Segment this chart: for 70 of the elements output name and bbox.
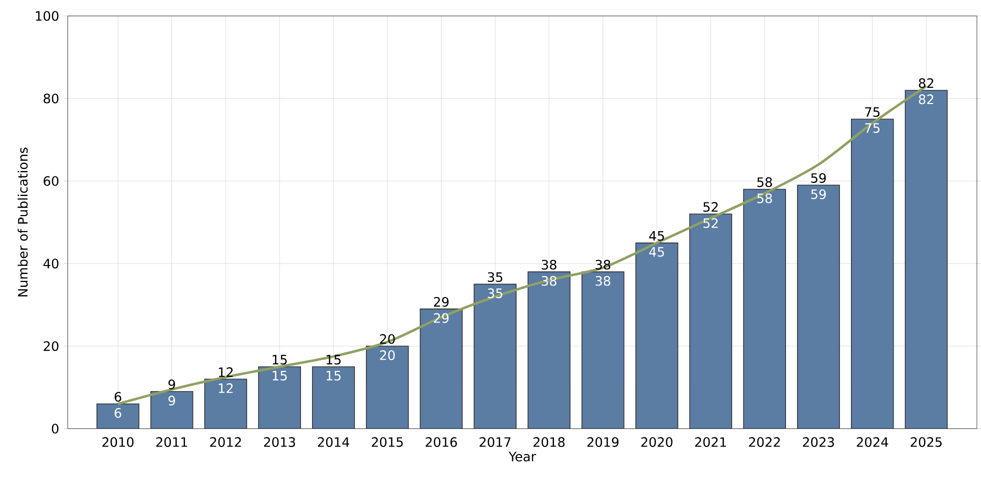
annotation: 82 bbox=[918, 94, 934, 104]
y-tick-label: 20 bbox=[44, 340, 58, 351]
annotation: 9 bbox=[168, 395, 176, 406]
x-tick-label: 2024 bbox=[856, 436, 888, 447]
y-tick-label: 60 bbox=[44, 176, 58, 186]
data-label: 15 bbox=[326, 354, 341, 364]
bar bbox=[636, 242, 678, 428]
bar bbox=[96, 404, 139, 428]
bar bbox=[150, 391, 193, 428]
x-tick-label: 2012 bbox=[210, 436, 241, 447]
data-label: 52 bbox=[703, 202, 718, 212]
y-axis-title: Number of Publications bbox=[18, 147, 28, 296]
bar bbox=[258, 366, 301, 428]
data-label: 75 bbox=[865, 107, 880, 117]
annotation: 38 bbox=[596, 276, 610, 286]
annotation: 15 bbox=[326, 370, 341, 380]
annotation: 6 bbox=[114, 408, 122, 418]
annotation: 45 bbox=[649, 246, 664, 257]
annotation: 59 bbox=[811, 189, 826, 199]
annotation: 29 bbox=[434, 312, 449, 323]
x-axis-title: Year bbox=[508, 452, 536, 462]
bar bbox=[851, 118, 894, 428]
annotation: 35 bbox=[488, 288, 502, 298]
data-label: 6 bbox=[114, 392, 122, 402]
x-tick-label: 2013 bbox=[264, 436, 296, 447]
annotation: 20 bbox=[380, 350, 395, 360]
bar bbox=[582, 272, 624, 428]
annotation: 38 bbox=[542, 276, 556, 286]
y-tick-label: 100 bbox=[36, 10, 58, 21]
x-tick-label: 2016 bbox=[426, 436, 457, 447]
annotation: 52 bbox=[703, 218, 718, 228]
data-label: 9 bbox=[168, 379, 176, 390]
x-tick-label: 2023 bbox=[802, 436, 834, 447]
bar bbox=[904, 90, 948, 428]
data-label: 38 bbox=[542, 260, 556, 270]
x-tick-label: 2018 bbox=[533, 436, 565, 447]
data-label: 45 bbox=[649, 230, 664, 241]
y-tick-label: 0 bbox=[52, 424, 58, 434]
x-tick-label: 2022 bbox=[749, 436, 780, 447]
annotation: 58 bbox=[757, 193, 772, 204]
bar bbox=[744, 189, 786, 428]
bar bbox=[528, 272, 570, 428]
x-tick-label: 2011 bbox=[156, 436, 188, 447]
data-label: 59 bbox=[811, 172, 826, 183]
y-tick-label: 80 bbox=[44, 93, 58, 104]
bar bbox=[420, 308, 462, 428]
annotation: 12 bbox=[218, 383, 233, 393]
bar bbox=[474, 284, 516, 428]
bar bbox=[312, 366, 354, 428]
data-label: 82 bbox=[918, 78, 934, 88]
bar bbox=[204, 378, 247, 428]
annotation: 15 bbox=[272, 370, 287, 380]
x-tick-label: 2017 bbox=[480, 436, 511, 447]
data-label: 29 bbox=[434, 296, 449, 307]
x-tick-label: 2015 bbox=[372, 436, 403, 447]
bar bbox=[690, 214, 732, 428]
data-label: 12 bbox=[218, 367, 233, 377]
data-label: 35 bbox=[488, 272, 502, 282]
annotation: 75 bbox=[865, 123, 880, 133]
x-tick-label: 2019 bbox=[587, 436, 618, 447]
x-tick-label: 2010 bbox=[102, 436, 134, 447]
x-tick-label: 2014 bbox=[318, 436, 350, 447]
bar bbox=[797, 184, 840, 428]
x-tick-label: 2021 bbox=[695, 436, 726, 447]
x-tick-label: 2025 bbox=[910, 436, 942, 447]
x-tick-label: 2020 bbox=[641, 436, 672, 447]
bar bbox=[366, 346, 408, 428]
data-label: 15 bbox=[272, 354, 287, 364]
y-tick-label: 40 bbox=[43, 258, 58, 268]
data-label: 58 bbox=[757, 177, 772, 187]
